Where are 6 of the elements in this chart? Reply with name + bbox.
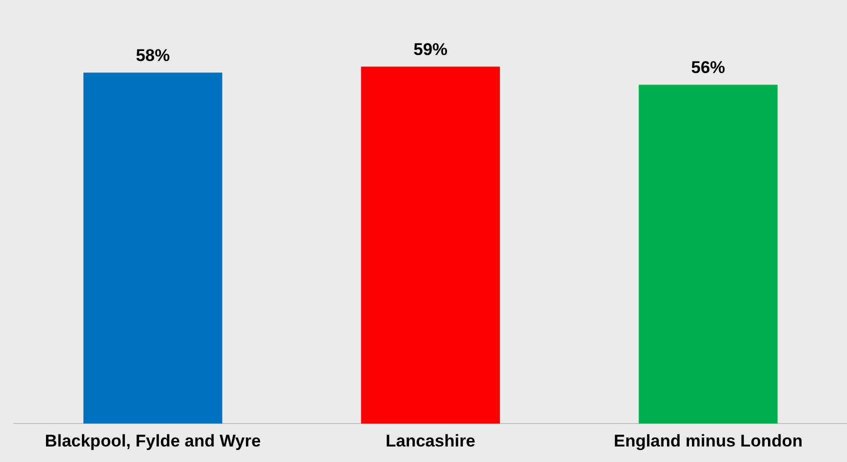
data-label: 58% (136, 46, 170, 65)
x-tick-label: England minus London (614, 431, 803, 450)
x-tick-label: Blackpool, Fylde and Wyre (44, 431, 261, 450)
x-tick-label: Lancashire (386, 431, 476, 450)
data-label: 56% (691, 58, 726, 77)
data-label: 59% (413, 40, 448, 59)
